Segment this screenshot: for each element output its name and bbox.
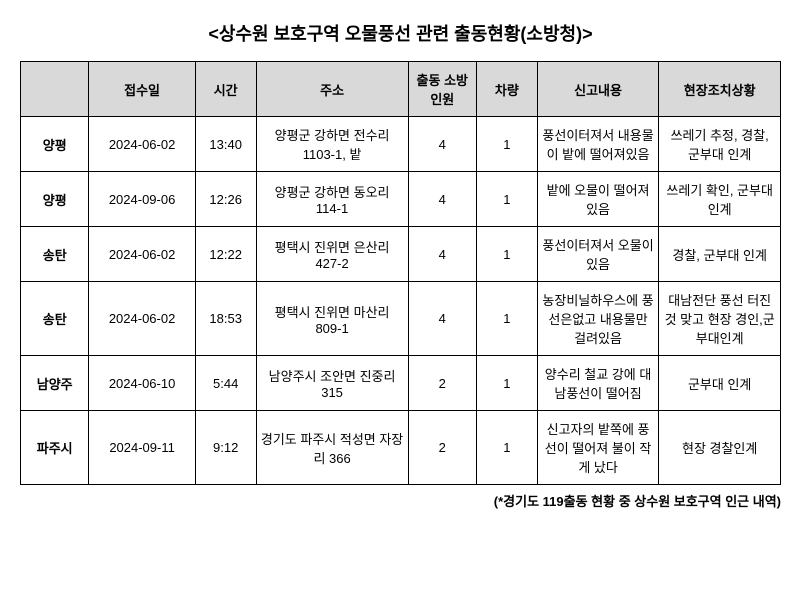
cell-action: 군부대 인계 — [659, 356, 781, 411]
cell-vehicle: 1 — [476, 411, 537, 485]
table-header-row: 접수일 시간 주소 출동 소방인원 차량 신고내용 현장조치상황 — [21, 62, 781, 117]
cell-time: 9:12 — [195, 411, 256, 485]
header-personnel: 출동 소방인원 — [408, 62, 476, 117]
header-action: 현장조치상황 — [659, 62, 781, 117]
table-row: 양평 2024-09-06 12:26 양평군 강하면 동오리 114-1 4 … — [21, 172, 781, 227]
header-vehicle: 차량 — [476, 62, 537, 117]
cell-report: 풍선이터져서 오물이 있음 — [537, 227, 659, 282]
cell-action: 쓰레기 확인, 군부대 인계 — [659, 172, 781, 227]
cell-personnel: 4 — [408, 117, 476, 172]
cell-time: 12:22 — [195, 227, 256, 282]
cell-date: 2024-06-02 — [89, 117, 195, 172]
cell-date: 2024-09-06 — [89, 172, 195, 227]
cell-date: 2024-06-10 — [89, 356, 195, 411]
cell-action: 대남전단 풍선 터진것 맞고 현장 경인,군부대인계 — [659, 282, 781, 356]
cell-vehicle: 1 — [476, 117, 537, 172]
cell-region: 양평 — [21, 172, 89, 227]
cell-address: 양평군 강하면 전수리 1103-1, 밭 — [256, 117, 408, 172]
cell-region: 양평 — [21, 117, 89, 172]
cell-region: 남양주 — [21, 356, 89, 411]
cell-address: 경기도 파주시 적성면 자장리 366 — [256, 411, 408, 485]
header-date: 접수일 — [89, 62, 195, 117]
table-row: 송탄 2024-06-02 18:53 평택시 진위면 마산리 809-1 4 … — [21, 282, 781, 356]
table-row: 송탄 2024-06-02 12:22 평택시 진위면 은산리 427-2 4 … — [21, 227, 781, 282]
cell-date: 2024-09-11 — [89, 411, 195, 485]
cell-address: 평택시 진위면 마산리 809-1 — [256, 282, 408, 356]
cell-personnel: 2 — [408, 411, 476, 485]
table-row: 남양주 2024-06-10 5:44 남양주시 조안면 진중리 315 2 1… — [21, 356, 781, 411]
cell-date: 2024-06-02 — [89, 227, 195, 282]
cell-time: 12:26 — [195, 172, 256, 227]
cell-report: 양수리 철교 강에 대남풍선이 떨어짐 — [537, 356, 659, 411]
header-region — [21, 62, 89, 117]
cell-address: 남양주시 조안면 진중리 315 — [256, 356, 408, 411]
cell-time: 18:53 — [195, 282, 256, 356]
cell-report: 신고자의 밭쪽에 풍선이 떨어져 불이 작게 났다 — [537, 411, 659, 485]
footnote: (*경기도 119출동 현황 중 상수원 보호구역 인근 내역) — [20, 491, 781, 510]
dispatch-table: 접수일 시간 주소 출동 소방인원 차량 신고내용 현장조치상황 양평 2024… — [20, 61, 781, 485]
cell-region: 파주시 — [21, 411, 89, 485]
cell-region: 송탄 — [21, 227, 89, 282]
cell-time: 5:44 — [195, 356, 256, 411]
cell-address: 양평군 강하면 동오리 114-1 — [256, 172, 408, 227]
table-row: 파주시 2024-09-11 9:12 경기도 파주시 적성면 자장리 366 … — [21, 411, 781, 485]
cell-personnel: 4 — [408, 227, 476, 282]
cell-action: 현장 경찰인계 — [659, 411, 781, 485]
cell-report: 밭에 오물이 떨어져 있음 — [537, 172, 659, 227]
header-address: 주소 — [256, 62, 408, 117]
page-title: <상수원 보호구역 오물풍선 관련 출동현황(소방청)> — [20, 20, 781, 46]
header-time: 시간 — [195, 62, 256, 117]
cell-action: 쓰레기 추정, 경찰, 군부대 인계 — [659, 117, 781, 172]
cell-report: 농장비닐하우스에 풍선은없고 내용물만 걸려있음 — [537, 282, 659, 356]
cell-personnel: 4 — [408, 172, 476, 227]
cell-action: 경찰, 군부대 인계 — [659, 227, 781, 282]
cell-personnel: 4 — [408, 282, 476, 356]
cell-region: 송탄 — [21, 282, 89, 356]
cell-address: 평택시 진위면 은산리 427-2 — [256, 227, 408, 282]
table-body: 양평 2024-06-02 13:40 양평군 강하면 전수리 1103-1, … — [21, 117, 781, 485]
cell-vehicle: 1 — [476, 356, 537, 411]
table-row: 양평 2024-06-02 13:40 양평군 강하면 전수리 1103-1, … — [21, 117, 781, 172]
cell-date: 2024-06-02 — [89, 282, 195, 356]
cell-vehicle: 1 — [476, 227, 537, 282]
cell-personnel: 2 — [408, 356, 476, 411]
cell-vehicle: 1 — [476, 172, 537, 227]
cell-vehicle: 1 — [476, 282, 537, 356]
cell-report: 풍선이터져서 내용물이 밭에 떨어져있음 — [537, 117, 659, 172]
cell-time: 13:40 — [195, 117, 256, 172]
header-report: 신고내용 — [537, 62, 659, 117]
